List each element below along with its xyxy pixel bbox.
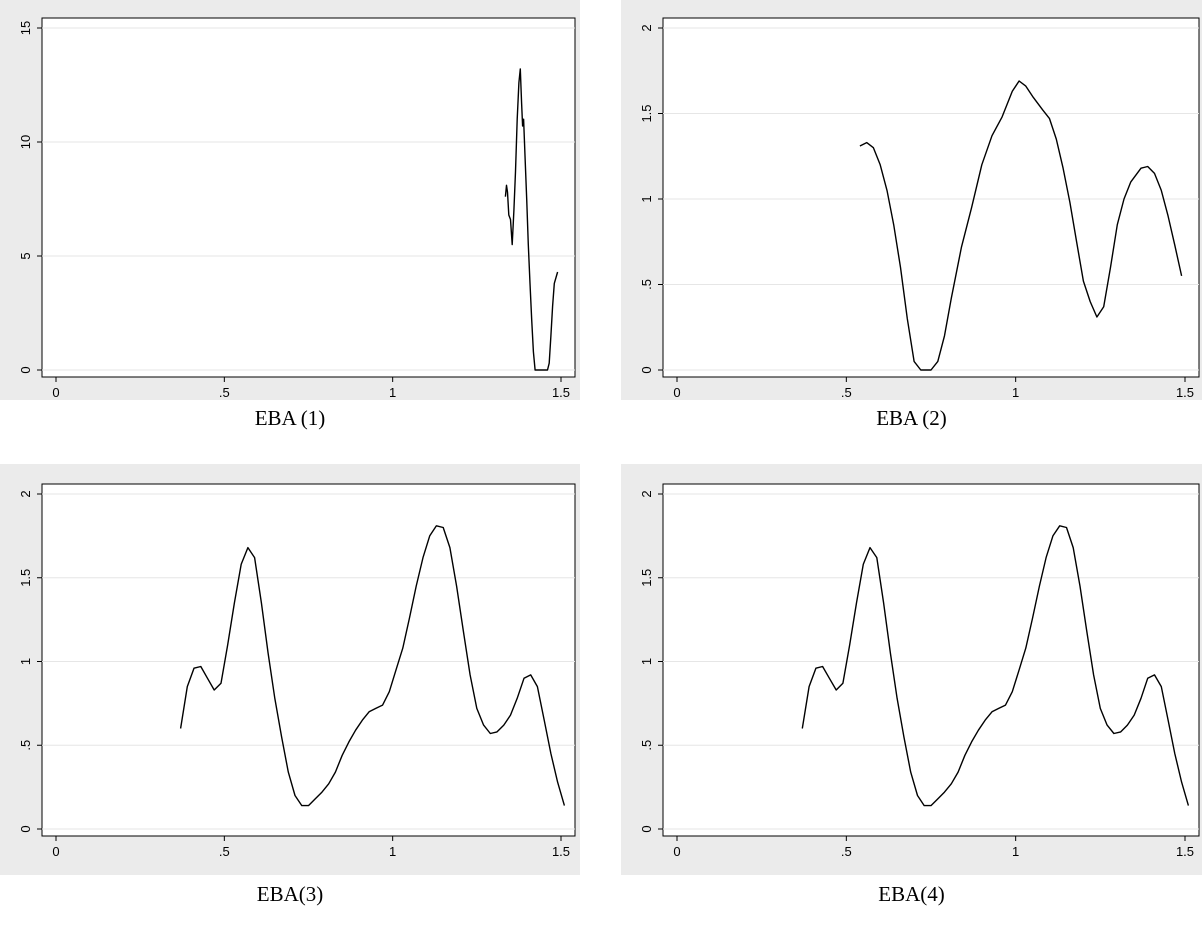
plot-area: [41, 17, 576, 378]
plot-area: [41, 483, 576, 837]
y-tick-label: 2: [639, 24, 654, 31]
y-tick-label: .5: [639, 740, 654, 751]
chart-caption: EBA (1): [254, 406, 326, 430]
x-tick-label: 0: [52, 385, 59, 400]
x-tick-label: 1: [389, 844, 396, 859]
chart-eba-3: 0 .5 1 1.5 2 0 .5 1 1.5: [0, 464, 580, 875]
chart-panel-eba-3: 0 .5 1 1.5 2 0 .5 1 1.5 EBA(3): [0, 464, 580, 926]
y-tick-label: 10: [18, 135, 33, 149]
x-tick-label: 0: [673, 844, 680, 859]
y-tick-label: 1: [18, 658, 33, 665]
x-tick-label: 1: [389, 385, 396, 400]
y-tick-label: 0: [639, 366, 654, 373]
chart-panel-eba-4: 0 .5 1 1.5 2 0 .5 1 1.5 EBA(4): [621, 464, 1202, 926]
chart-panel-eba-2: 0 .5 1 1.5 2 0 .5 1 1.5 EBA (2): [621, 0, 1202, 462]
plot-area: [662, 17, 1200, 378]
chart-eba-4: 0 .5 1 1.5 2 0 .5 1 1.5: [621, 464, 1202, 875]
x-tick-label: .5: [219, 385, 230, 400]
x-tick-label: .5: [219, 844, 230, 859]
chart-eba-1: 0 5 10 15 0 .5 1 1.5: [0, 0, 580, 400]
chart-caption: EBA(4): [878, 882, 945, 906]
y-tick-label: .5: [18, 740, 33, 751]
x-tick-label: .5: [841, 844, 852, 859]
x-tick-label: .5: [841, 385, 852, 400]
y-tick-label: 1.5: [18, 569, 33, 587]
series-line: [859, 80, 1183, 371]
y-tick-label: 2: [639, 490, 654, 497]
x-tick-label: 1.5: [1176, 844, 1194, 859]
y-tick-label: 5: [18, 252, 33, 259]
x-tick-label: 1: [1012, 844, 1019, 859]
chart-panel-eba-1: 0 5 10 15 0 .5 1 1.5 EBA (1): [0, 0, 580, 462]
y-tick-label: 0: [18, 366, 33, 373]
x-tick-label: 1.5: [552, 385, 570, 400]
x-tick-label: 0: [673, 385, 680, 400]
y-tick-label: 2: [18, 490, 33, 497]
chart-eba-2: 0 .5 1 1.5 2 0 .5 1 1.5: [621, 0, 1202, 400]
y-tick-label: 1: [639, 195, 654, 202]
x-tick-label: 1: [1012, 385, 1019, 400]
series-line: [179, 525, 566, 807]
y-tick-label: 15: [18, 21, 33, 35]
x-tick-label: 1.5: [552, 844, 570, 859]
plot-area: [662, 483, 1200, 837]
x-tick-label: 1.5: [1176, 385, 1194, 400]
y-tick-label: 1.5: [639, 104, 654, 122]
y-tick-label: 0: [18, 825, 33, 832]
series-line: [801, 525, 1190, 807]
y-tick-label: 1.5: [639, 569, 654, 587]
y-tick-label: 1: [639, 658, 654, 665]
chart-caption: EBA(3): [256, 882, 324, 906]
y-tick-label: 0: [639, 825, 654, 832]
y-tick-label: .5: [639, 279, 654, 290]
chart-caption: EBA (2): [876, 406, 947, 430]
series-line: [504, 68, 559, 371]
x-tick-label: 0: [52, 844, 59, 859]
